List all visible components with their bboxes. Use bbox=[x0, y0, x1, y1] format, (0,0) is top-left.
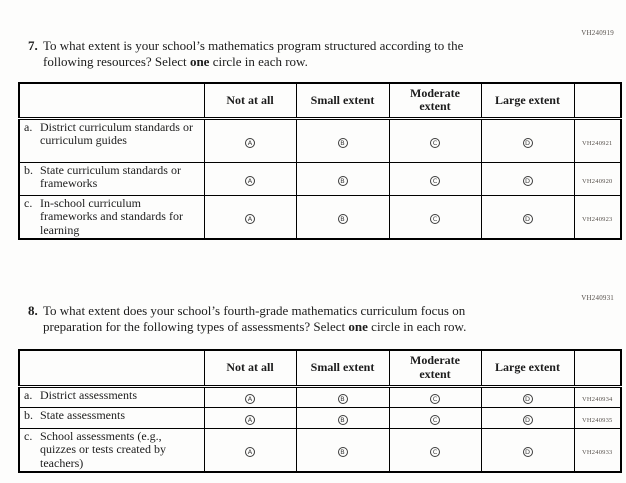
column-header-large-extent: Large extent bbox=[480, 349, 575, 388]
row-label: District curriculum standards or curricu… bbox=[40, 119, 193, 147]
row-variable-code: VH240923 bbox=[582, 215, 613, 223]
row-label-cell: b. State curriculum standards or framewo… bbox=[18, 161, 205, 196]
question-7-stem: 7. To what extent is your school’s mathe… bbox=[28, 38, 588, 70]
response-circle-b[interactable]: B bbox=[337, 175, 348, 186]
response-circle-c[interactable]: C bbox=[430, 175, 440, 186]
question-7-number: 7. bbox=[28, 38, 38, 53]
header-code-cell bbox=[573, 82, 622, 120]
response-circle-b[interactable]: B bbox=[337, 447, 348, 457]
question-7-text: To what extent is your school’s mathemat… bbox=[43, 38, 463, 70]
response-circle-d[interactable]: D bbox=[522, 137, 533, 148]
row-label: State assessments bbox=[40, 407, 125, 422]
row-label-cell: c. School assessments (e.g., quizzes or … bbox=[18, 427, 205, 473]
row-variable-code: VH240934 bbox=[582, 396, 613, 403]
table-row: b. State curriculum standards or framewo… bbox=[18, 161, 622, 196]
table-row: c. In-school curriculum frameworks and s… bbox=[18, 194, 622, 240]
response-circle-c[interactable]: C bbox=[430, 394, 440, 405]
row-label-cell: b. State assessments bbox=[18, 406, 205, 429]
header-code-cell bbox=[573, 349, 622, 388]
row-letter: c. bbox=[24, 195, 33, 210]
response-circle-c[interactable]: C bbox=[430, 447, 440, 457]
row-letter: b. bbox=[24, 162, 33, 177]
row-variable-code: VH240921 bbox=[582, 139, 613, 147]
response-circle-a[interactable]: A bbox=[245, 175, 255, 186]
question-8-line2-post: circle in each row. bbox=[367, 319, 467, 334]
table-row: b. State assessments A B C D VH240935 bbox=[18, 406, 622, 429]
column-header-moderate-extent: Moderate extent bbox=[388, 349, 482, 388]
response-circle-c[interactable]: C bbox=[430, 214, 440, 224]
response-circle-a[interactable]: A bbox=[245, 414, 255, 425]
response-circle-d[interactable]: D bbox=[522, 414, 533, 425]
table-row: a. District assessments A B C D VH240934 bbox=[18, 385, 622, 408]
question-7-line1: To what extent is your school’s mathemat… bbox=[43, 38, 464, 53]
response-circle-d[interactable]: D bbox=[522, 394, 533, 405]
column-header-not-at-all: Not at all bbox=[203, 82, 297, 120]
column-header-small-extent: Small extent bbox=[295, 349, 390, 388]
question-8-stem: 8. To what extent does your school’s fou… bbox=[28, 303, 588, 335]
question-8-line2-pre: preparation for the following types of a… bbox=[43, 319, 349, 334]
table-row: a. District curriculum standards or curr… bbox=[18, 117, 622, 163]
row-label: District assessments bbox=[40, 387, 137, 402]
response-circle-a[interactable]: A bbox=[245, 447, 255, 457]
header-empty-cell bbox=[18, 349, 205, 388]
row-letter: b. bbox=[24, 407, 33, 422]
response-circle-b[interactable]: B bbox=[337, 394, 348, 405]
table-row: c. School assessments (e.g., quizzes or … bbox=[18, 427, 622, 473]
response-circle-c[interactable]: C bbox=[430, 414, 440, 425]
response-circle-b[interactable]: B bbox=[337, 214, 348, 224]
response-circle-b[interactable]: B bbox=[337, 137, 348, 148]
question-8-variable-code: VH240931 bbox=[581, 294, 614, 302]
row-label-cell: a. District curriculum standards or curr… bbox=[18, 117, 205, 163]
question-8-text: To what extent does your school’s fourth… bbox=[43, 303, 466, 335]
table-header-row: Not at all Small extent Moderate extent … bbox=[18, 82, 622, 120]
question-7-variable-code: VH240919 bbox=[581, 29, 614, 37]
response-circle-a[interactable]: A bbox=[245, 214, 255, 224]
row-variable-code: VH240933 bbox=[582, 448, 613, 456]
column-header-small-extent: Small extent bbox=[295, 82, 390, 120]
column-header-moderate-extent: Moderate extent bbox=[388, 82, 482, 120]
row-label: School assessments (e.g., quizzes or tes… bbox=[40, 428, 166, 470]
header-empty-cell bbox=[18, 82, 205, 120]
question-7-table: Not at all Small extent Moderate extent … bbox=[18, 82, 622, 240]
row-variable-code: VH240920 bbox=[582, 177, 613, 185]
response-circle-d[interactable]: D bbox=[522, 175, 533, 186]
row-label-cell: c. In-school curriculum frameworks and s… bbox=[18, 194, 205, 240]
response-circle-c[interactable]: C bbox=[430, 137, 440, 148]
row-label: In-school curriculum frameworks and stan… bbox=[40, 195, 183, 237]
question-7-line2-post: circle in each row. bbox=[209, 54, 308, 69]
row-letter: a. bbox=[24, 119, 33, 134]
response-circle-b[interactable]: B bbox=[337, 414, 348, 425]
response-circle-a[interactable]: A bbox=[245, 394, 255, 405]
response-circle-d[interactable]: D bbox=[522, 214, 533, 224]
question-7-bold-one: one bbox=[189, 54, 210, 69]
column-header-large-extent: Large extent bbox=[480, 82, 575, 120]
question-8-number: 8. bbox=[28, 303, 38, 318]
row-label-cell: a. District assessments bbox=[18, 385, 205, 408]
row-letter: c. bbox=[24, 428, 33, 443]
question-8-bold-one: one bbox=[348, 319, 368, 334]
question-7-line2-pre: following resources? Select bbox=[43, 54, 190, 69]
row-label: State curriculum standards or frameworks bbox=[40, 162, 181, 190]
question-8-table: Not at all Small extent Moderate extent … bbox=[18, 349, 622, 473]
column-header-not-at-all: Not at all bbox=[203, 349, 297, 388]
question-8-line1: To what extent does your school’s fourth… bbox=[43, 303, 466, 318]
response-circle-a[interactable]: A bbox=[245, 137, 255, 148]
response-circle-d[interactable]: D bbox=[522, 447, 533, 457]
row-letter: a. bbox=[24, 387, 33, 402]
row-variable-code: VH240935 bbox=[582, 416, 613, 424]
table-header-row: Not at all Small extent Moderate extent … bbox=[18, 349, 622, 388]
